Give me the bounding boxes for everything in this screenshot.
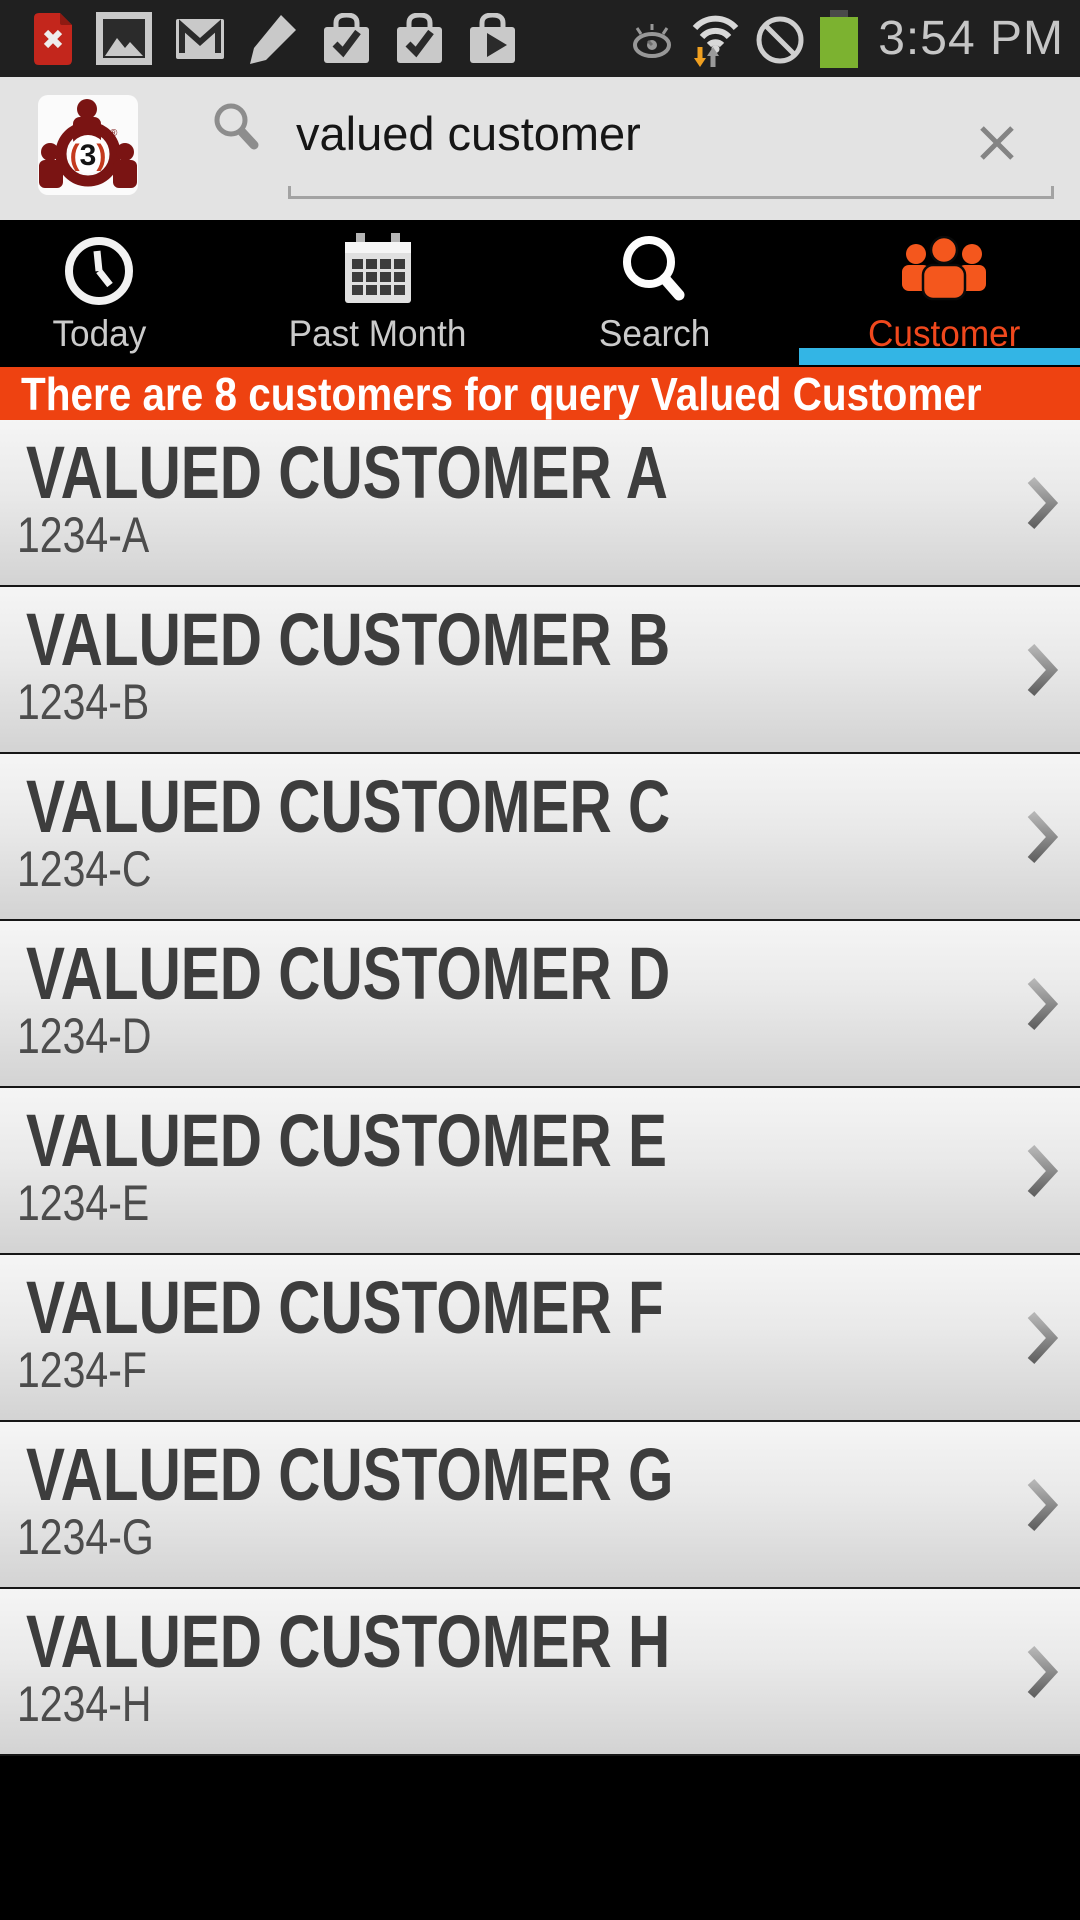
chevron-right-icon	[1027, 476, 1059, 530]
smart-stay-eye-icon	[633, 24, 672, 58]
customer-name: VALUED CUSTOMER F	[26, 1266, 664, 1349]
no-signal-icon	[756, 16, 804, 63]
tab-today[interactable]: Today	[0, 220, 270, 367]
bag-check-icon	[324, 12, 369, 63]
customer-code: 1234-C	[17, 841, 152, 897]
tab-search[interactable]: Search	[540, 220, 810, 367]
customer-list-item[interactable]: VALUED CUSTOMER G 1234-G	[0, 1422, 1080, 1589]
chevron-right-icon	[1027, 1311, 1059, 1365]
svg-text:(3): (3)	[70, 139, 107, 172]
status-bar: 3:54 PM	[0, 0, 1080, 77]
chevron-right-icon	[1027, 977, 1059, 1031]
customer-name: VALUED CUSTOMER C	[26, 765, 671, 848]
customer-name: VALUED CUSTOMER A	[26, 431, 669, 514]
result-count-banner: There are 8 customers for query Valued C…	[0, 367, 1080, 420]
active-tab-indicator	[799, 348, 1080, 365]
customer-code: 1234-B	[17, 674, 150, 730]
customer-code: 1234-H	[17, 1676, 152, 1732]
customer-list-item[interactable]: VALUED CUSTOMER H 1234-H	[0, 1589, 1080, 1756]
search-header: (3) ® valued customer	[0, 77, 1080, 221]
gallery-icon	[96, 12, 152, 65]
pencil-icon	[250, 14, 296, 64]
search-icon	[622, 236, 685, 301]
tab-label: Search	[599, 313, 711, 354]
search-icon	[214, 103, 259, 150]
customer-name: VALUED CUSTOMER B	[26, 598, 671, 681]
customer-list-item[interactable]: VALUED CUSTOMER D 1234-D	[0, 921, 1080, 1088]
tab-bar: Today	[0, 220, 1080, 367]
clock-time: 3:54 PM	[878, 12, 1064, 65]
tab-past-month[interactable]: Past Month	[270, 220, 540, 367]
search-query-text: valued customer	[296, 107, 641, 160]
bottom-black-area	[0, 1756, 1080, 1920]
app-logo-icon: (3) ®	[38, 95, 138, 195]
customer-name: VALUED CUSTOMER D	[26, 932, 671, 1015]
customer-list-item[interactable]: VALUED CUSTOMER B 1234-B	[0, 587, 1080, 754]
chevron-right-icon	[1027, 1144, 1059, 1198]
customer-code: 1234-D	[17, 1008, 152, 1064]
chevron-right-icon	[1027, 810, 1059, 864]
battery-icon	[820, 9, 859, 68]
gmail-icon	[176, 18, 224, 59]
customer-list-item[interactable]: VALUED CUSTOMER E 1234-E	[0, 1088, 1080, 1255]
customer-name: VALUED CUSTOMER H	[26, 1600, 671, 1683]
customer-code: 1234-A	[17, 507, 150, 563]
bag-play-icon	[470, 12, 515, 63]
system-status-icons: 3:54 PM	[627, 0, 1064, 77]
chevron-right-icon	[1027, 1478, 1059, 1532]
customer-name: VALUED CUSTOMER E	[26, 1099, 667, 1182]
wifi-traffic-icon	[692, 15, 739, 67]
calendar-icon	[345, 233, 411, 303]
tab-label: Customer	[867, 313, 1021, 354]
customer-code: 1234-F	[17, 1342, 147, 1398]
customer-name: VALUED CUSTOMER G	[26, 1433, 674, 1516]
customer-code: 1234-G	[17, 1509, 154, 1565]
bag-check-icon	[397, 12, 442, 63]
clear-x-icon[interactable]	[978, 123, 1016, 163]
tab-customer[interactable]: Customer	[810, 220, 1080, 367]
customer-list-item[interactable]: VALUED CUSTOMER F 1234-F	[0, 1255, 1080, 1422]
customer-code: 1234-E	[17, 1175, 150, 1231]
chevron-right-icon	[1027, 643, 1059, 697]
notification-icons	[34, 0, 517, 77]
customer-list-item[interactable]: VALUED CUSTOMER C 1234-C	[0, 754, 1080, 921]
tab-label: Past Month	[289, 313, 467, 354]
clock-icon	[64, 237, 133, 305]
tab-label: Today	[52, 313, 146, 354]
svg-text:®: ®	[110, 128, 118, 139]
customer-list-item[interactable]: VALUED CUSTOMER A 1234-A	[0, 420, 1080, 587]
people-icon	[901, 236, 986, 301]
document-error-icon	[34, 12, 72, 65]
result-count-text: There are 8 customers for query Valued C…	[21, 368, 982, 420]
input-underline	[288, 186, 1054, 199]
chevron-right-icon	[1027, 1645, 1059, 1699]
